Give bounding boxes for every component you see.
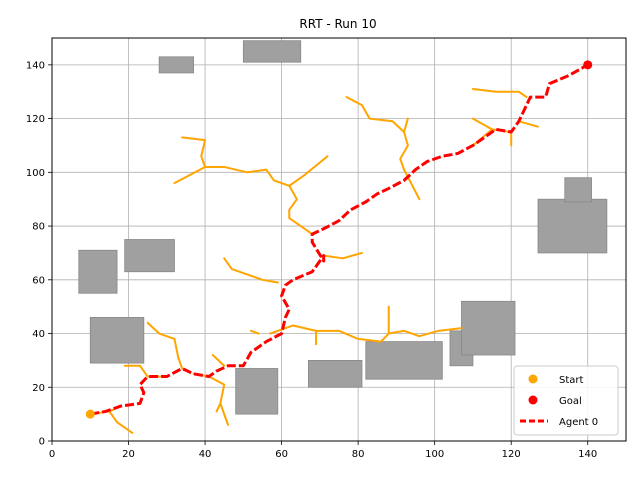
legend-path-label: Agent 0 [559, 417, 598, 428]
tree-branch [403, 117, 409, 134]
tree-branch [89, 410, 134, 434]
y-tick-label: 100 [26, 168, 45, 179]
x-tick-label: 20 [122, 449, 135, 460]
start-marker [85, 409, 95, 419]
y-tick-label: 60 [32, 275, 45, 286]
obstacle [78, 249, 118, 294]
legend-start-label: Start [559, 375, 584, 386]
x-tick-label: 0 [49, 449, 55, 460]
y-tick-label: 140 [26, 60, 45, 71]
legend-start-marker [528, 374, 538, 384]
tree-branch [322, 251, 363, 260]
tree-branch [181, 136, 207, 168]
tree-branch [345, 96, 409, 171]
y-tick-label: 80 [32, 222, 45, 233]
tree-branch [146, 321, 184, 370]
tree-branch [249, 329, 260, 335]
legend-goal-label: Goal [559, 396, 582, 407]
y-tick-label: 20 [32, 383, 45, 394]
agent-0-path [90, 63, 589, 416]
tree-branch [471, 88, 528, 99]
y-tick-label: 40 [32, 329, 45, 340]
x-tick-label: 60 [275, 449, 288, 460]
tree-branch [288, 155, 329, 187]
plot-frame [51, 37, 627, 442]
tree-branch [215, 402, 222, 413]
obstacle [564, 177, 592, 203]
tree-branch [139, 364, 168, 378]
obstacles [78, 40, 608, 415]
tree-branch [269, 324, 383, 343]
y-tick-label: 0 [39, 437, 45, 448]
goal-marker [583, 60, 593, 70]
tree-branch [517, 120, 539, 128]
agent-path [90, 63, 589, 416]
legend-box [513, 365, 619, 436]
tree-branch [223, 257, 279, 284]
tree-branch [211, 354, 226, 367]
markers [85, 60, 593, 419]
obstacle [124, 239, 175, 273]
tree-branch [380, 327, 463, 343]
x-tick-label: 140 [578, 449, 597, 460]
obstacle [158, 56, 194, 74]
obstacle [365, 341, 443, 380]
tree-branch [192, 372, 230, 426]
obstacle [537, 198, 608, 254]
legend-goal-marker [528, 395, 538, 405]
tree-branch [403, 168, 421, 201]
x-tick-label: 100 [425, 449, 444, 460]
obstacle [242, 40, 302, 63]
obstacle [89, 317, 145, 364]
obstacle [235, 368, 279, 415]
tree-branch [471, 117, 494, 131]
obstacle [307, 359, 363, 388]
y-tick-label: 120 [26, 114, 45, 125]
obstacle [461, 300, 516, 356]
axis-ticks: 0 20 40 60 80 100 120 140 0 20 40 60 80 100 120 140 [26, 60, 597, 460]
x-tick-label: 120 [502, 449, 521, 460]
rrt-tree [89, 88, 539, 434]
legend: Start Goal Agent 0 [513, 365, 619, 436]
chart-title: RRT - Run 10 [299, 17, 376, 31]
tree-branch [288, 184, 314, 236]
x-tick-label: 40 [199, 449, 212, 460]
x-tick-label: 80 [352, 449, 365, 460]
